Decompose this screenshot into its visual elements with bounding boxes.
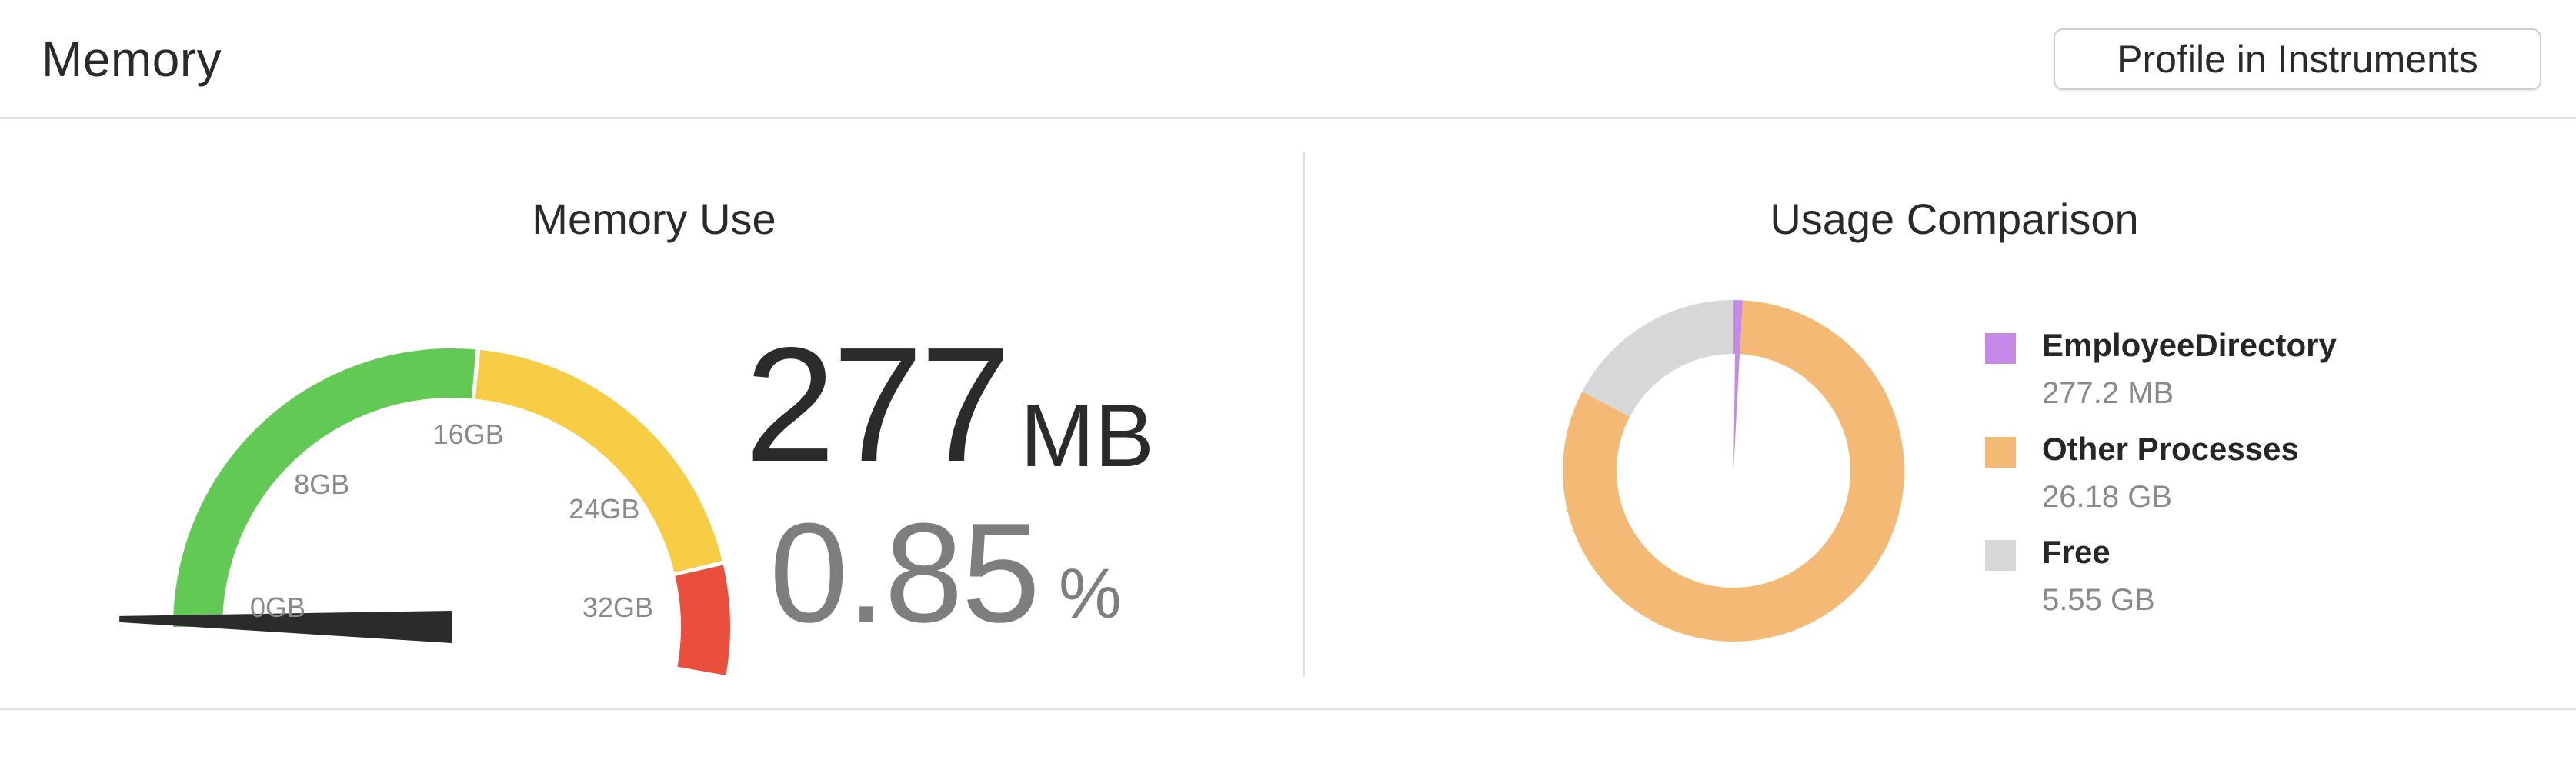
gauge-zone xyxy=(173,348,476,627)
memory-use-title: Memory Use xyxy=(532,195,776,243)
legend-name: Free xyxy=(2042,534,2111,570)
footer-divider xyxy=(0,708,2576,710)
legend-value: 5.55 GB xyxy=(2042,583,2155,617)
donut-marker xyxy=(1733,354,1740,471)
header-divider xyxy=(0,117,2576,119)
legend-value: 277.2 MB xyxy=(2042,376,2174,410)
memory-value: 277 xyxy=(745,313,1011,495)
donut-slice-other-processes xyxy=(1563,300,1904,642)
gauge-tick-label: 0GB xyxy=(250,592,306,623)
legend-name: EmployeeDirectory xyxy=(2042,327,2337,363)
memory-percent: 0.85 xyxy=(769,493,1040,652)
memory-unit: MB xyxy=(1020,385,1154,485)
page-title: Memory xyxy=(42,32,222,87)
donut-slice-employeedirectory xyxy=(1733,300,1743,355)
legend-swatch xyxy=(1985,437,2016,468)
gauge-tick-label: 24GB xyxy=(569,492,640,525)
profile-in-instruments-button[interactable]: Profile in Instruments xyxy=(2054,28,2541,90)
gauge-tick-label: 16GB xyxy=(432,418,504,450)
gauge-zone xyxy=(675,565,730,675)
gauge-zone xyxy=(475,349,722,573)
memory-percent-unit: % xyxy=(1059,555,1122,633)
memory-gauge xyxy=(119,348,730,675)
legend-swatch xyxy=(1985,333,2016,364)
legend-name: Other Processes xyxy=(2042,431,2299,467)
donut-slice-free xyxy=(1582,300,1733,417)
gauge-tick-label: 32GB xyxy=(582,592,654,623)
gauge-tick-label: 8GB xyxy=(294,468,350,500)
usage-comparison-title: Usage Comparison xyxy=(1770,195,2139,243)
legend-value: 26.18 GB xyxy=(2042,480,2173,514)
legend-swatch xyxy=(1985,540,2016,571)
panel-divider xyxy=(1303,152,1305,677)
gauge-zones xyxy=(173,348,730,675)
gauge-needle-pointer xyxy=(119,611,452,643)
gauge-needle xyxy=(119,611,452,643)
